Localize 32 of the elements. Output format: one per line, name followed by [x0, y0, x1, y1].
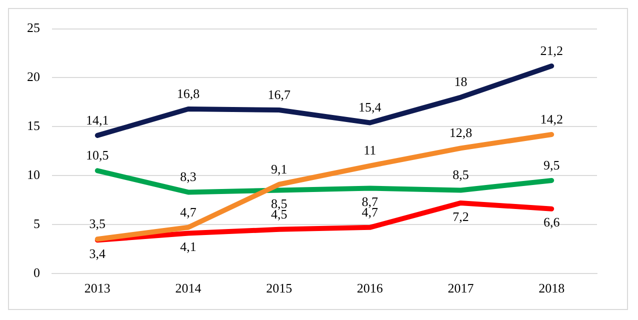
data-label: 15,4	[358, 100, 382, 115]
data-label: 3,5	[89, 216, 106, 232]
x-tick-label: 2015	[266, 280, 292, 296]
y-tick-label: 5	[34, 216, 40, 231]
y-tick-label: 0	[34, 264, 40, 280]
x-tick-label: 2014	[175, 280, 202, 296]
x-tick-label: 2016	[356, 280, 384, 296]
data-label: 18	[454, 74, 468, 90]
data-label: 16,8	[176, 86, 200, 101]
x-tick-label: 2013	[84, 280, 110, 296]
data-label: 10,5	[86, 148, 109, 163]
y-tick-label: 15	[27, 118, 40, 134]
data-label: 6,6	[543, 214, 560, 230]
x-tick-label: 2017	[448, 280, 474, 296]
data-label: 16,7	[268, 86, 291, 102]
data-label: 4,1	[180, 239, 196, 254]
data-label: 14,1	[86, 112, 109, 128]
data-label: 21,2	[540, 42, 563, 58]
data-label: 4,7	[180, 204, 197, 220]
y-tick-label: 20	[27, 69, 40, 84]
data-label: 14,2	[540, 111, 563, 126]
data-label: 8,3	[180, 169, 196, 184]
data-label: 7,2	[452, 208, 469, 224]
data-label: 3,4	[89, 246, 106, 262]
data-label: 12,8	[449, 125, 472, 140]
y-tick-label: 25	[27, 20, 40, 36]
data-label: 8,5	[452, 167, 469, 182]
y-tick-label: 10	[27, 166, 40, 182]
data-label: 9,5	[543, 157, 560, 172]
data-label: 9,1	[270, 161, 288, 176]
x-tick-label: 2018	[538, 280, 565, 296]
data-label: 11	[364, 142, 376, 158]
